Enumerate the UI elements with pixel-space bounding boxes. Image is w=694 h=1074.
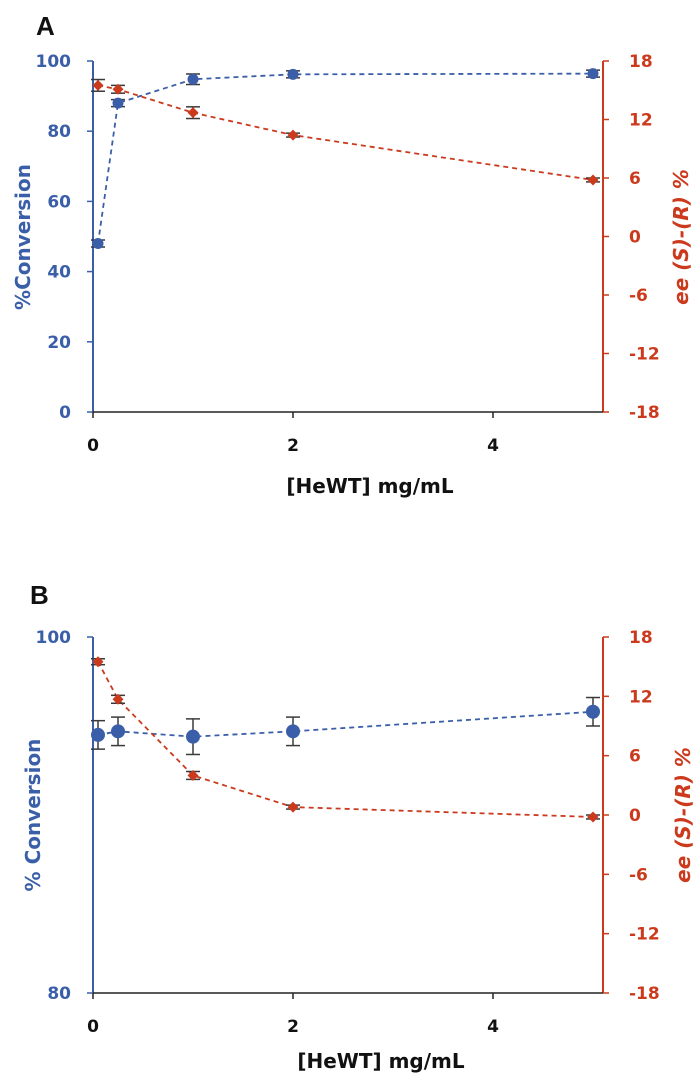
panel-b-conversion-point	[111, 724, 125, 739]
panel-a-y2-tick-label: -6	[629, 286, 648, 306]
panel-b-y2-tick-label: 0	[629, 806, 641, 826]
panel-b-y2-axis-title: ee (S)-(R) %	[671, 747, 694, 883]
panel-a-y-tick-label: 100	[36, 52, 72, 72]
panel-a-y-tick-label: 60	[47, 192, 71, 212]
panel-a-conversion-point	[112, 97, 124, 109]
panel-b-y2-tick-label: -12	[629, 925, 660, 945]
panel-b-conversion-point	[91, 727, 105, 742]
panel-b-x-tick-label: 2	[287, 1017, 299, 1037]
panel-a-y2-tick-label: 18	[629, 52, 653, 72]
panel-a-y2-axis-title: ee (S)-(R) %	[669, 169, 693, 305]
panel-b-x-tick-label: 4	[487, 1017, 499, 1037]
panel-b-ee-point	[287, 801, 299, 813]
panel-a-ee-point	[112, 83, 124, 95]
panel-b-x-axis-title: [HeWT] mg/mL	[297, 1049, 465, 1073]
panel-a-ee-point	[287, 129, 299, 141]
panel-a-ee-point	[92, 79, 104, 91]
panel-a-ee-point	[187, 107, 199, 119]
panel-b-y2-tick-label: 12	[629, 687, 653, 707]
panel-b-ee-point	[92, 656, 104, 668]
panel-a-x-tick-label: 0	[87, 436, 99, 456]
panel-a-y2-tick-label: 6	[629, 169, 641, 189]
panel-b-y-axis-title: % Conversion	[21, 739, 45, 892]
panel-a-y2-tick-label: -18	[629, 403, 660, 423]
panel-a-conversion-point	[92, 238, 104, 250]
panel-a-conversion-point	[287, 68, 299, 80]
panel-a: A [HeWT] mg/mL %Conversion ee (S)-(R) % …	[11, 11, 693, 498]
panel-a-y-tick-label: 80	[47, 122, 71, 142]
panel-a-conversion-line	[97, 72, 594, 244]
panel-b-y-tick-label: 100	[36, 628, 72, 648]
panel-b-conversion-point	[586, 704, 600, 719]
panel-b-y-tick-label: 80	[47, 984, 71, 1004]
panel-a-x-tick-label: 2	[287, 436, 299, 456]
panel-a-y2-tick-label: 0	[629, 228, 641, 248]
panel-b-conversion-point	[186, 729, 200, 744]
panel-b-y2-tick-label: 18	[629, 628, 653, 648]
panel-a-y2-tick-label: -12	[629, 345, 660, 365]
panel-a-y-tick-label: 40	[47, 263, 71, 283]
panel-b-x-tick-label: 0	[87, 1017, 99, 1037]
panel-b-ee-point	[187, 769, 199, 781]
panel-b-y2-tick-label: -18	[629, 984, 660, 1004]
panel-a-x-tick-label: 4	[487, 436, 499, 456]
panel-b-y2-tick-label: -6	[629, 865, 648, 885]
panel-b-y2-tick-label: 6	[629, 747, 641, 767]
panel-b-ee-point	[587, 811, 599, 823]
panel-b-ee-line	[97, 661, 594, 818]
panel-a-letter: A	[36, 11, 55, 41]
panel-a-y-axis-title: %Conversion	[11, 164, 35, 310]
panel-b-conversion-line	[97, 710, 594, 738]
panel-b-letter: B	[30, 580, 49, 610]
panel-a-y2-tick-label: 12	[629, 111, 653, 131]
panel-a-y-tick-label: 20	[47, 333, 71, 353]
panel-a-y-tick-label: 0	[59, 403, 71, 423]
panel-b: B [HeWT] mg/mL % Conversion ee (S)-(R) %…	[21, 580, 694, 1073]
panel-a-ee-point	[587, 174, 599, 186]
panel-b-conversion-point	[286, 724, 300, 739]
panel-a-conversion-point	[187, 73, 199, 85]
panel-b-ee-point	[112, 693, 124, 705]
panel-a-ee-line	[97, 84, 594, 181]
panel-a-x-axis-title: [HeWT] mg/mL	[286, 474, 454, 498]
panel-a-conversion-point	[587, 68, 599, 80]
